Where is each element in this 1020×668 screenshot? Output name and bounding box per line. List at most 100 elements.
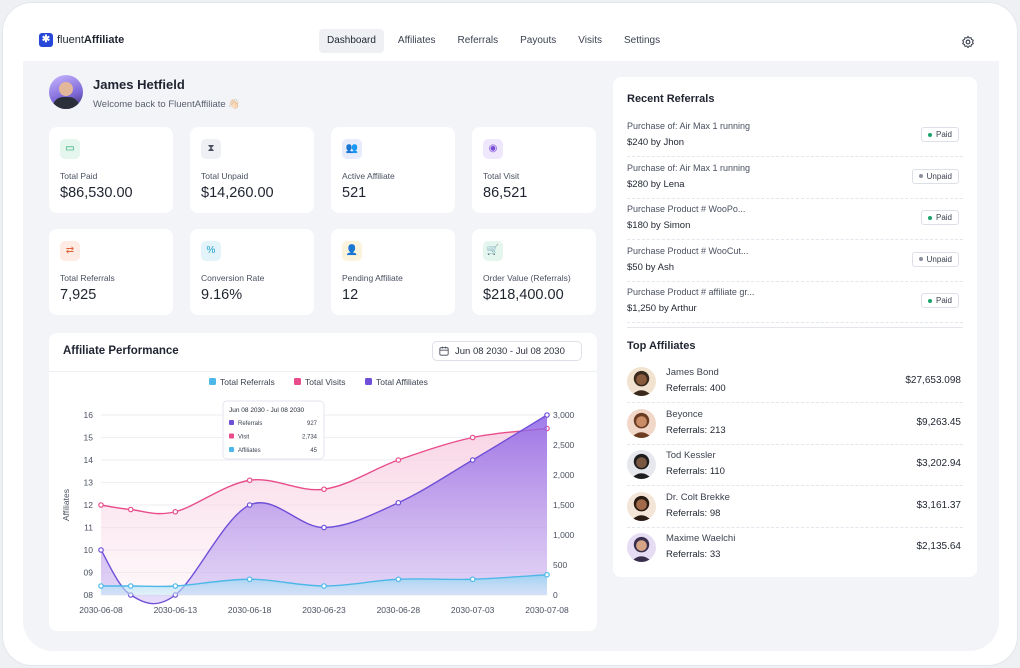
tooltip-swatch [229, 420, 234, 425]
date-range-text: Jun 08 2030 - Jul 08 2030 [455, 345, 565, 357]
nav-payouts[interactable]: Payouts [520, 35, 557, 46]
stat-value: 86,521 [483, 185, 528, 201]
referral-description: Purchase of: Air Max 1 running [627, 121, 751, 131]
referral-amount: $50 by Ash [627, 261, 675, 273]
right-panel: Recent Referrals Purchase of: Air Max 1 … [613, 77, 977, 577]
y-right-tick-label: 2,500 [553, 440, 575, 450]
total-affiliates-point [395, 499, 402, 506]
y-left-tick-label: 09 [84, 568, 94, 578]
status-dot-icon [927, 132, 932, 137]
status-dot-icon [927, 298, 932, 303]
status-badge: Paid [920, 293, 959, 309]
status-dot-icon [927, 215, 932, 220]
affiliate-row[interactable]: Dr. Colt Brekke Referrals: 98 $3,161.37 [627, 486, 963, 528]
affiliate-avatar [627, 367, 656, 396]
affiliate-amount: $3,202.94 [916, 458, 962, 470]
user-pending-icon: 👤 [342, 241, 362, 261]
brand-logo[interactable]: ✱ fluentAffiliate [39, 33, 124, 47]
affiliate-row[interactable]: Tod Kessler Referrals: 110 $3,202.94 [627, 444, 963, 487]
stat-card-pending-affiliate[interactable]: 👤 Pending Affiliate 12 [331, 229, 455, 315]
referral-row[interactable]: Purchase Product # WooCut... $50 by Ash Un… [627, 240, 963, 282]
hourglass-icon: ⧗ [201, 139, 221, 159]
affiliate-avatar [627, 533, 656, 563]
nav-dashboard[interactable]: Dashboard [319, 29, 384, 53]
x-tick-label: 2030-07-08 [525, 605, 569, 615]
referral-amount: $240 by Jhon [627, 137, 685, 148]
section-divider [627, 327, 963, 328]
referral-row[interactable]: Purchase Product # WooPo... $180 by Simon… [627, 198, 963, 241]
total-referrals-point [98, 583, 104, 589]
total-visits-point [246, 477, 253, 484]
stat-value: $218,400.00 [483, 287, 564, 303]
stat-label: Order Value (Referrals) [483, 273, 571, 283]
affiliate-avatar [627, 408, 656, 438]
affiliate-referrals: Referrals: 98 [666, 507, 721, 519]
total-referrals-line [101, 574, 548, 588]
total-visits-point [321, 486, 327, 493]
y-left-tick-label: 10 [84, 545, 94, 555]
stat-value: 12 [342, 287, 359, 303]
calendar-icon [439, 346, 449, 356]
affiliate-amount: $27,653.098 [905, 375, 961, 386]
referral-description: Purchase Product # WooCut... [627, 245, 749, 256]
date-range-picker[interactable]: Jun 08 2030 - Jul 08 2030 [432, 341, 582, 361]
wallet-icon: ▭ [60, 139, 80, 159]
affiliate-row[interactable]: James Bond Referrals: 400 $27,653.098 [627, 361, 963, 403]
nav-settings[interactable]: Settings [623, 35, 661, 46]
stat-card-active-affiliate[interactable]: 👥 Active Affiliate 521 [331, 127, 455, 213]
tooltip-value: 927 [307, 421, 318, 427]
nav-visits[interactable]: Visits [578, 35, 602, 46]
total-referrals-point [127, 583, 134, 589]
referral-description: Purchase Product # WooPo... [627, 204, 746, 215]
affiliate-row[interactable]: Beyonce Referrals: 213 $9,263.45 [627, 403, 963, 445]
top-affiliates-title: Top Affiliates [627, 340, 696, 352]
affiliate-name: Dr. Colt Brekke [666, 491, 730, 503]
stat-card-order-value-referrals[interactable]: 🛒 Order Value (Referrals) $218,400.00 [472, 229, 596, 315]
legend-label: Total Referrals [220, 377, 275, 387]
x-tick-label: 2030-06-28 [377, 605, 421, 615]
total-visits-point [395, 457, 402, 463]
total-referrals-area [101, 574, 547, 595]
stat-card-total-paid[interactable]: ▭ Total Paid $86,530.00 [49, 127, 173, 213]
affiliate-row[interactable]: Maxime Waelchi Referrals: 33 $2,135.64 [627, 527, 963, 569]
stat-label: Pending Affiliate [342, 273, 403, 283]
stat-card-total-referrals[interactable]: ⇄ Total Referrals 7,925 [49, 229, 173, 315]
stat-card-conversion-rate[interactable]: % Conversion Rate 9.16% [190, 229, 314, 315]
tooltip-swatch [229, 433, 234, 439]
total-affiliates-point [544, 412, 550, 418]
referral-row[interactable]: Purchase of: Air Max 1 running $280 by Le… [627, 157, 963, 199]
status-badge: Paid [920, 127, 959, 142]
total-visits-point [98, 502, 104, 508]
stat-label: Total Visit [483, 171, 520, 181]
status-badge: Paid [920, 210, 959, 226]
stat-card-total-visit[interactable]: ◉ Total Visit 86,521 [472, 127, 596, 213]
x-tick-label: 2030-06-23 [302, 605, 346, 615]
user-avatar [49, 75, 83, 109]
gear-icon[interactable] [961, 35, 975, 49]
x-tick-label: 2030-06-13 [154, 605, 198, 615]
total-affiliates-point [98, 547, 104, 553]
total-affiliates-line [100, 414, 548, 605]
x-tick-label: 2030-06-08 [79, 605, 123, 615]
y-left-tick-label: 08 [84, 590, 94, 600]
stat-label: Total Paid [60, 171, 98, 181]
nav-affiliates[interactable]: Affiliates [397, 35, 436, 46]
affiliate-name: Maxime Waelchi [666, 533, 736, 545]
stat-label: Total Referrals [60, 273, 115, 283]
status-badge: Unpaid [911, 168, 959, 184]
total-referrals-point [246, 576, 253, 583]
referral-row[interactable]: Purchase Product # affiliate gr... $1,250… [627, 281, 963, 324]
referral-row[interactable]: Purchase of: Air Max 1 running $240 by Jh… [627, 115, 963, 157]
stat-card-total-unpaid[interactable]: ⧗ Total Unpaid $14,260.00 [190, 127, 314, 213]
affiliate-referrals: Referrals: 33 [666, 549, 721, 561]
referral-description: Purchase Product # affiliate gr... [627, 287, 755, 298]
recent-referrals-title: Recent Referrals [627, 93, 715, 105]
referral-amount: $180 by Simon [627, 220, 691, 232]
y-left-tick-label: 11 [84, 523, 93, 533]
tooltip-title: Jun 08 2030 - Jul 08 2030 [229, 407, 305, 414]
stat-label: Total Unpaid [201, 171, 249, 181]
referral-amount: $280 by Lena [627, 178, 685, 190]
nav-referrals[interactable]: Referrals [457, 35, 499, 46]
total-affiliates-point [469, 457, 476, 463]
affiliate-name: Tod Kessler [666, 450, 716, 462]
